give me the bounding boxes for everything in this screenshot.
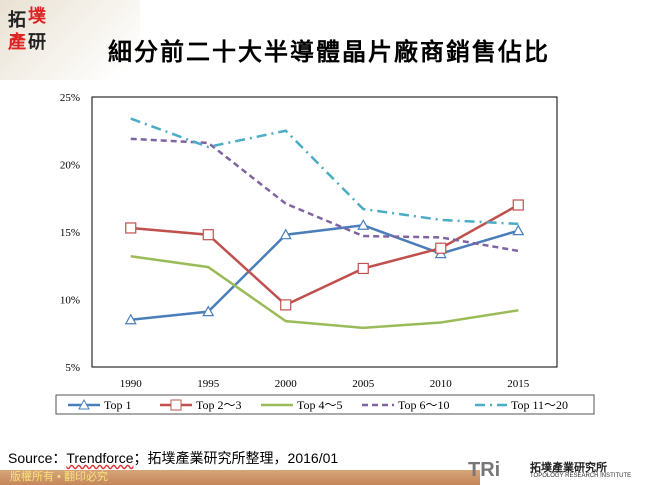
series-line-Top-11-20 (130, 117, 519, 226)
source-suffix: ；拓墣產業研究所整理，2016/01 (133, 450, 339, 466)
data-point (202, 229, 214, 241)
legend-label: Top 1 (104, 398, 132, 412)
y-tick-label: 15% (60, 227, 80, 239)
legend-marker (170, 399, 182, 411)
x-tick-label: 2015 (507, 378, 530, 390)
source-prefix: Source： (8, 450, 67, 466)
data-point (357, 219, 370, 230)
tri-logo-mark: TRi (468, 459, 501, 481)
legend-box (55, 394, 595, 415)
data-point (279, 228, 292, 240)
x-tick-label: 2000 (275, 378, 298, 390)
x-tick-label: 1995 (197, 378, 220, 390)
data-point (125, 222, 137, 234)
x-tick-label: 1990 (120, 378, 143, 390)
source-link: Trendforce (66, 450, 134, 466)
data-point (435, 242, 447, 254)
copyright-footer: 版權所有 • 翻印必究 (0, 470, 480, 485)
y-tick-label: 10% (60, 295, 80, 307)
y-tick-label: 20% (60, 160, 80, 172)
data-point (124, 313, 137, 325)
x-tick-label: 2010 (430, 378, 453, 390)
logo-char: 研 (28, 32, 46, 53)
series-line-Top-4-5 (130, 255, 519, 330)
legend-label: Top 6～10 (398, 398, 450, 412)
logo-char: 拓 (8, 10, 26, 31)
data-point (512, 224, 525, 236)
data-point (280, 299, 292, 311)
logo-char: 墣 (28, 6, 46, 27)
brand-english: TOPOLOGY RESEARCH INSTITUTE (530, 473, 632, 479)
plot-area (91, 96, 558, 368)
series-line-Top-2-3 (130, 203, 519, 307)
header-texture (0, 0, 140, 80)
x-tick-label: 2005 (352, 378, 375, 390)
y-tick-label: 5% (65, 362, 80, 374)
data-point (202, 305, 215, 317)
data-point (512, 199, 524, 211)
source-note: Source：Trendforce；拓墣產業研究所整理，2016/01 (8, 448, 338, 468)
series-line-Top-1 (130, 223, 519, 321)
legend-label: Top 4～5 (297, 398, 343, 412)
logo-char: 產 (8, 32, 26, 53)
legend-marker (78, 398, 90, 410)
logo: 拓 墣 產 研 (8, 6, 50, 54)
data-point (357, 262, 369, 275)
page-title: 細分前二十大半導體晶片廠商銷售佔比 (108, 37, 550, 66)
brand-name: 拓墣產業研究所 (530, 461, 607, 474)
legend-label: Top 2～3 (196, 398, 242, 412)
y-tick-label: 25% (60, 92, 80, 104)
legend-label: Top 11～20 (511, 398, 568, 412)
